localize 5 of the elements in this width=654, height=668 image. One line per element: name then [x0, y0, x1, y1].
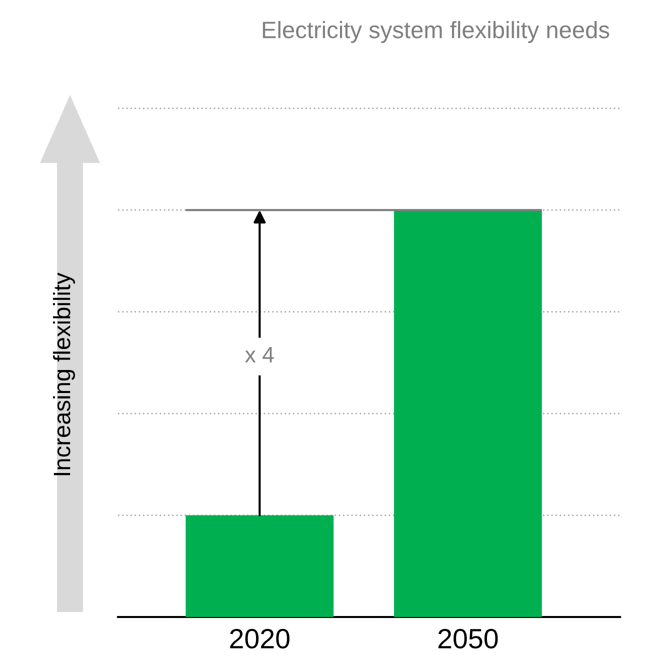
x-tick-label: 2020 — [230, 628, 290, 649]
x-tick-label: 2050 — [438, 628, 498, 649]
y-axis-title: Increasing flexibility — [52, 272, 76, 476]
annotation: x 4 — [245, 347, 274, 362]
chart-title: Electricity system flexibility needs — [262, 20, 610, 44]
